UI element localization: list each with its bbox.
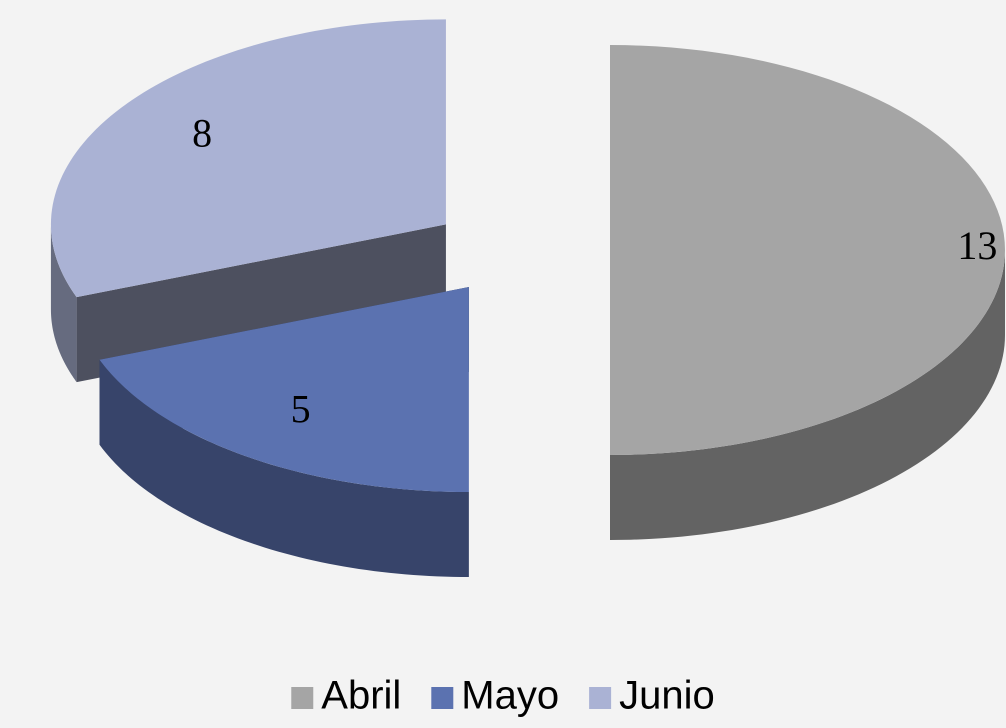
legend-swatch — [431, 687, 454, 709]
data-label: 8 — [192, 110, 212, 155]
slice — [99, 287, 469, 493]
slice-side — [50, 224, 77, 383]
data-label: 5 — [291, 387, 311, 432]
legend-swatch — [589, 687, 612, 709]
slice — [610, 45, 1005, 455]
slice — [50, 19, 446, 298]
legend-label: Abril — [321, 674, 401, 718]
legend-label: Mayo — [461, 674, 559, 718]
legend-swatch — [291, 687, 314, 709]
slice-side — [610, 250, 1005, 540]
data-label: 13 — [957, 223, 997, 268]
slice-wall — [76, 224, 446, 383]
slice-side — [99, 359, 469, 578]
legend-label: Junio — [619, 674, 715, 718]
